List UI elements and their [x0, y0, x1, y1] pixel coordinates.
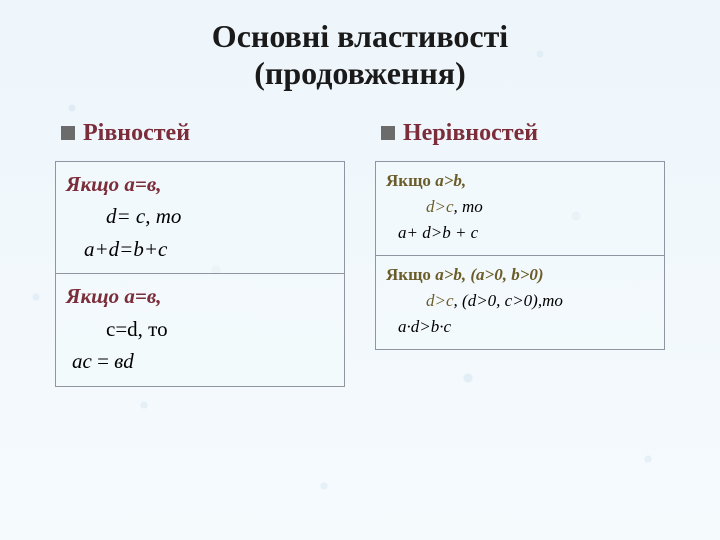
body-line: d>c, то	[386, 194, 656, 220]
right-cell-2: Якщо a>b, (a>0, b>0) d>c, (d>0, c>0),то …	[375, 256, 665, 350]
slide-title: Основні властивості (продовження)	[0, 0, 720, 92]
result-line: a·d>b·c	[386, 314, 656, 340]
body-line: d>c, (d>0, c>0),то	[386, 288, 656, 314]
left-cell-1: Якщо а=в, d= с, то a+d=b+c	[55, 161, 345, 275]
body-line: d= с, то	[66, 200, 334, 233]
condition-formula: а=в,	[124, 284, 161, 308]
right-cell-1: Якщо a>b, d>c, то a+ d>b + c	[375, 161, 665, 256]
right-header: Нерівностей	[375, 120, 665, 147]
condition-text: Якщо	[386, 265, 435, 284]
left-cell-2: Якщо а=в, c=d, то ac = вd	[55, 274, 345, 387]
condition-text: Якщо	[66, 172, 124, 196]
content-columns: Рівностей Якщо а=в, d= с, то a+d=b+c Якщ…	[0, 92, 720, 387]
result-line: a+ d>b + c	[386, 220, 656, 246]
condition-formula: а=в,	[124, 172, 161, 196]
condition-formula: a>b,	[435, 171, 466, 190]
right-column: Нерівностей Якщо a>b, d>c, то a+ d>b + c…	[375, 120, 665, 387]
condition-text: Якщо	[66, 284, 124, 308]
left-column: Рівностей Якщо а=в, d= с, то a+d=b+c Якщ…	[55, 120, 345, 387]
square-bullet-icon	[61, 126, 75, 140]
result-line: ac = вd	[66, 345, 334, 378]
result-line: a+d=b+c	[66, 233, 334, 266]
condition-formula: a>b, (a>0, b>0)	[435, 265, 543, 284]
title-line-1: Основні властивості	[0, 18, 720, 55]
square-bullet-icon	[381, 126, 395, 140]
right-header-text: Нерівностей	[403, 120, 538, 147]
left-header: Рівностей	[55, 120, 345, 147]
left-header-text: Рівностей	[83, 120, 190, 147]
condition-text: Якщо	[386, 171, 435, 190]
title-line-2: (продовження)	[0, 55, 720, 92]
body-line: c=d, то	[66, 313, 334, 346]
